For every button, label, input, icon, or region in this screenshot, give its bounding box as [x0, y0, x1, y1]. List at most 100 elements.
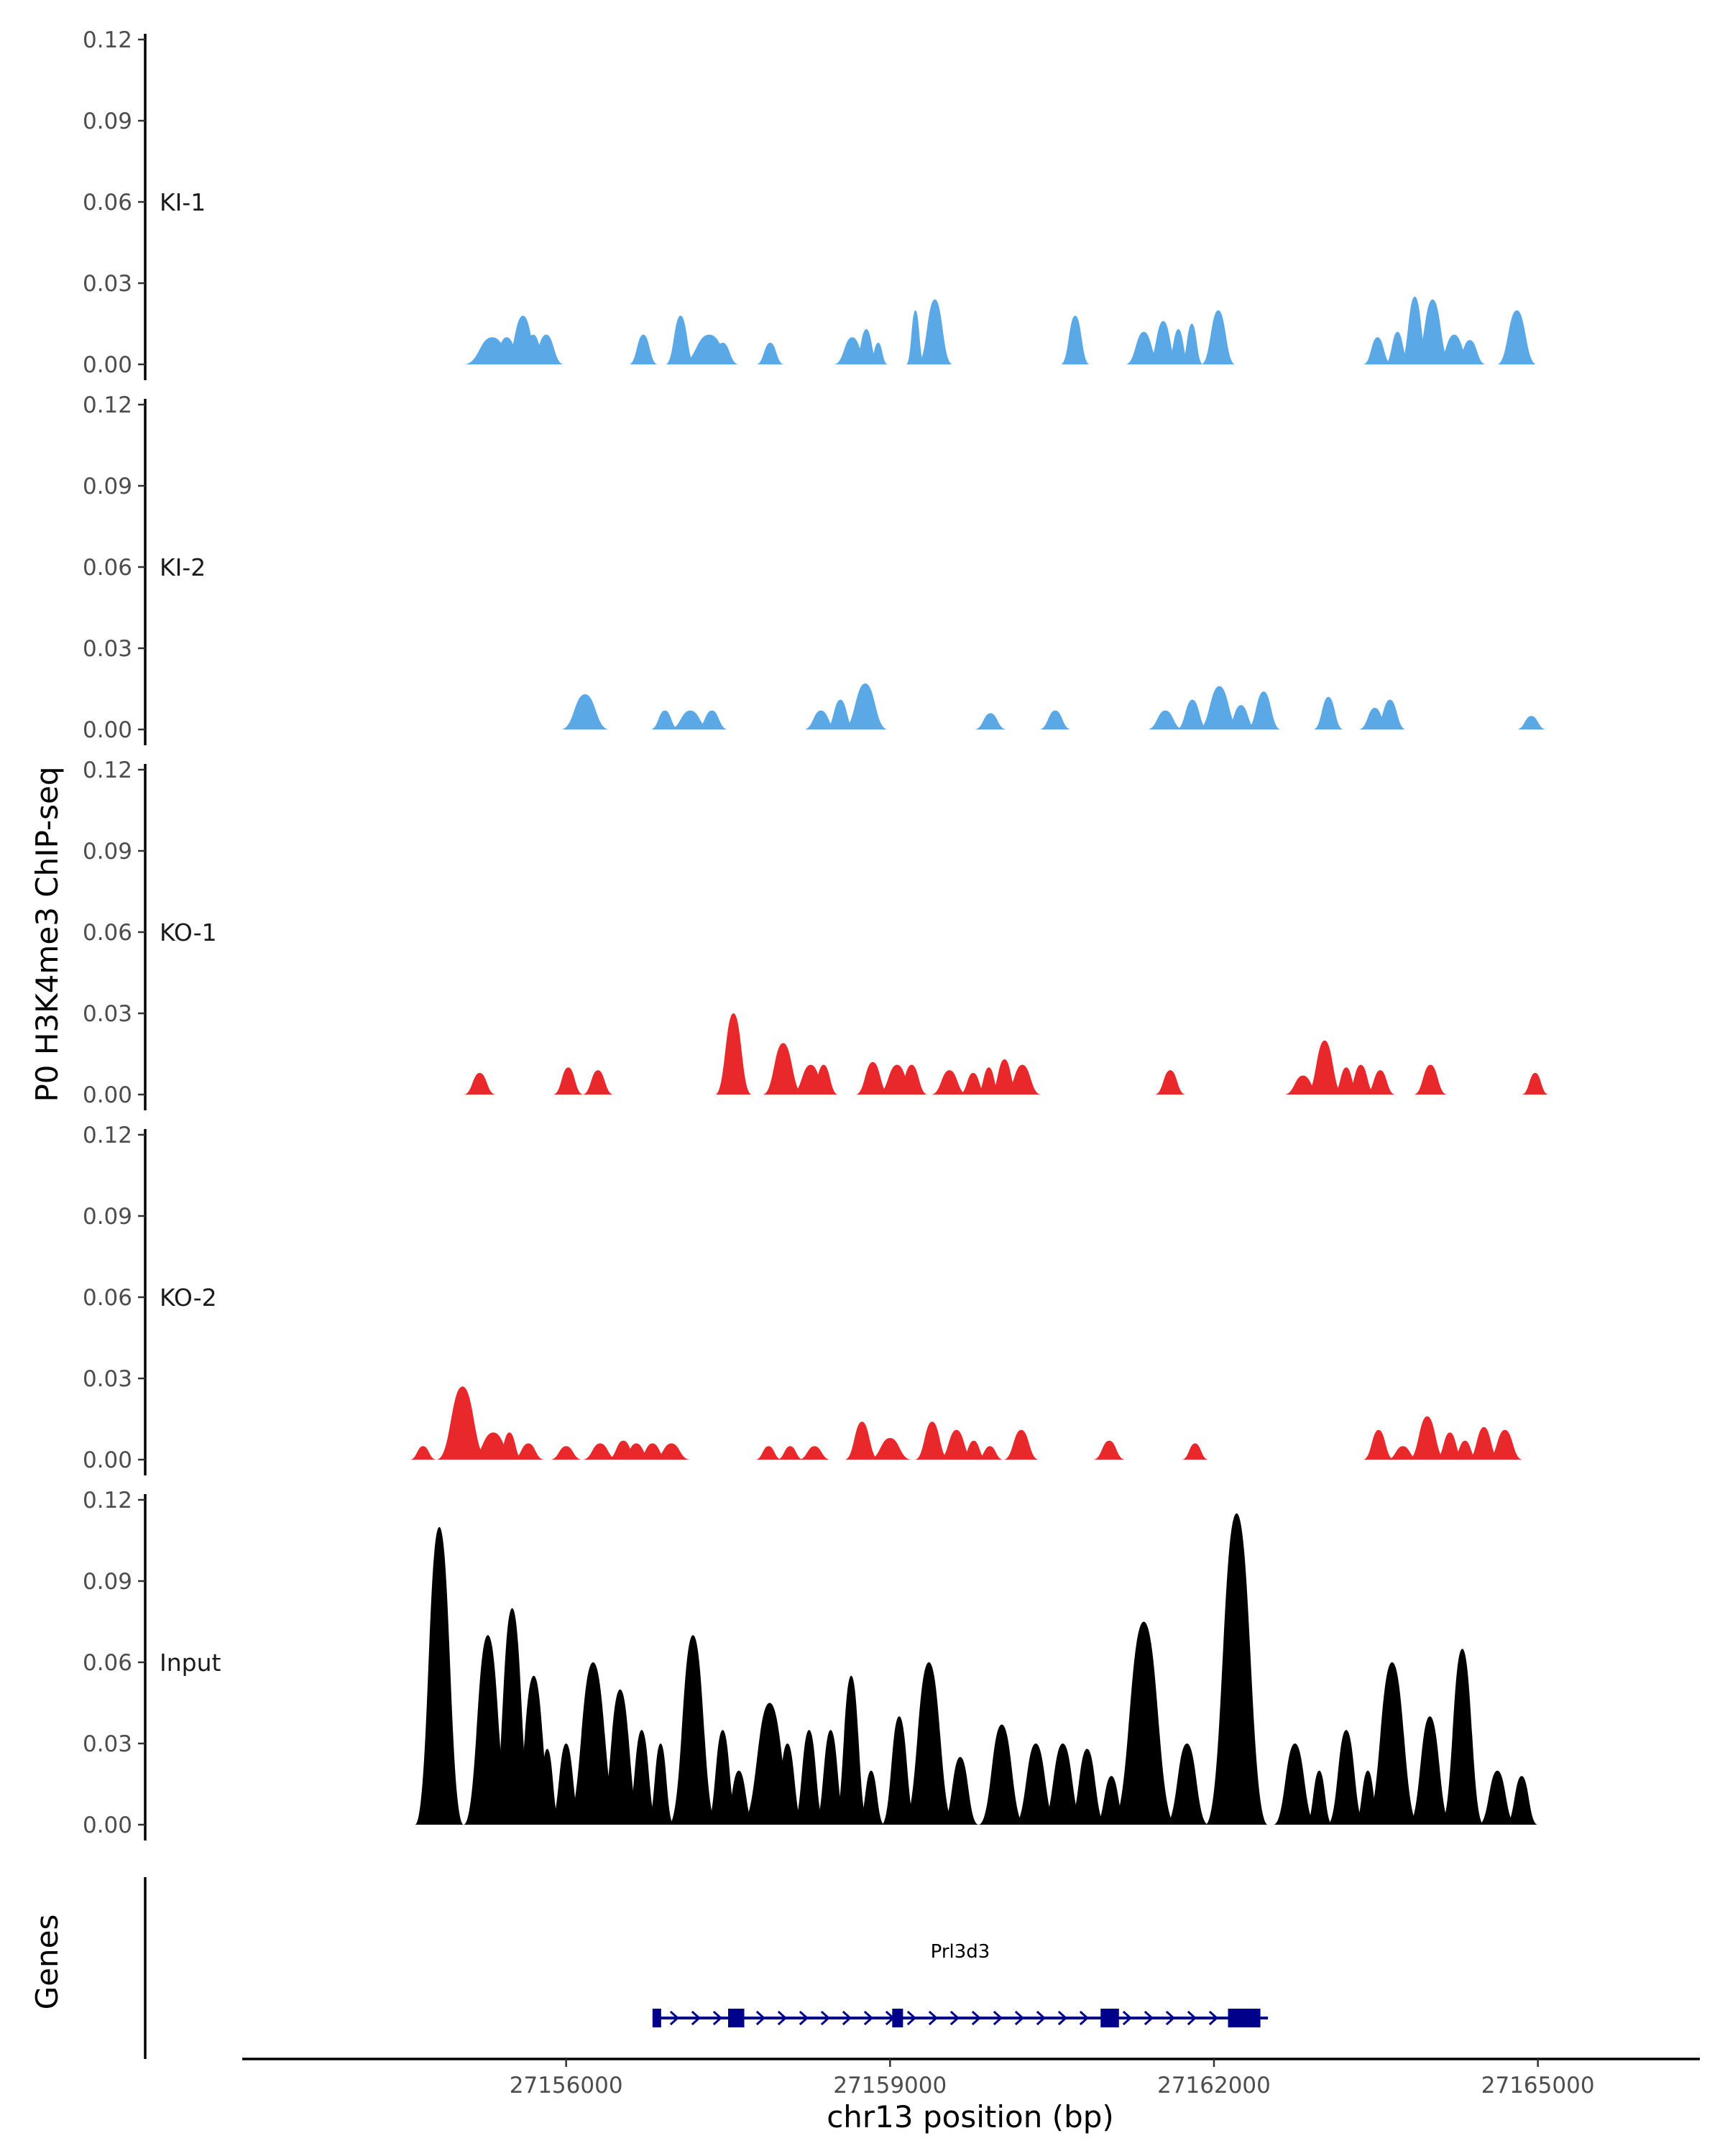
peak-ko-2-20 [1003, 1429, 1039, 1460]
peak-input-4 [533, 1749, 561, 1825]
coverage-tracks: 0.00 0.03 0.06 0.09 0.12 KI-1 0.00 0.03 0.06 0.09… [83, 27, 1549, 1841]
peak-ko-1-9 [895, 1064, 928, 1095]
strand-arrow [906, 2010, 917, 2026]
strand-arrow [799, 2010, 809, 2026]
peak-input-17 [834, 1675, 869, 1825]
peak-input-28 [1165, 1743, 1209, 1825]
peak-input-34 [1365, 1662, 1420, 1825]
peak-ko-1-11 [959, 1072, 988, 1095]
peak-input-6 [566, 1662, 620, 1825]
y-tick-label: 0.06 [83, 190, 132, 216]
y-tick-label: 0.06 [83, 555, 132, 581]
track-label-ki-1: KI-1 [160, 188, 206, 216]
peak-input-29 [1205, 1513, 1269, 1825]
gene-name-label: Prl3d3 [931, 1941, 990, 1963]
peak-ko-2-18 [960, 1440, 988, 1460]
peak-input-15 [793, 1730, 826, 1825]
peak-ko-2-12 [776, 1446, 804, 1460]
peak-ki-1-6 [665, 315, 696, 364]
strand-arrow [755, 2010, 766, 2026]
x-tick-label: 27156000 [510, 2073, 623, 2099]
strand-arrow [1187, 2010, 1197, 2026]
y-tick-label: 0.03 [83, 271, 132, 297]
peak-ko-2-11 [755, 1446, 783, 1460]
peak-ko-1-22 [1522, 1072, 1549, 1095]
peak-ko-1-0 [464, 1072, 496, 1095]
gene-track-title: Genes [29, 1915, 65, 2010]
peak-ko-2-10 [652, 1443, 691, 1460]
y-tick-label: 0.12 [83, 1123, 132, 1148]
track-input: 0.00 0.03 0.06 0.09 0.12 Input [83, 1488, 1538, 1841]
exon-2 [892, 2009, 903, 2027]
peak-input-23 [1014, 1743, 1058, 1825]
strand-arrow [712, 2010, 723, 2026]
peak-ko-2-1 [436, 1386, 489, 1460]
gene-track: Prl3d3 [144, 1877, 1269, 2059]
peak-input-35 [1408, 1716, 1452, 1825]
peak-input-31 [1305, 1770, 1333, 1825]
strand-arrow [691, 2010, 702, 2026]
peak-ko-2-27 [1451, 1440, 1478, 1460]
peak-ki-1-13 [906, 310, 925, 364]
peak-input-21 [942, 1756, 979, 1825]
strand-arrow [971, 2010, 982, 2026]
exon-1 [728, 2009, 745, 2027]
peak-ki-1-20 [1201, 310, 1236, 364]
strand-arrow [1057, 2010, 1068, 2026]
y-tick-label: 0.09 [83, 474, 132, 499]
track-ki-2: 0.00 0.03 0.06 0.09 0.12 KI-2 [83, 392, 1547, 745]
gene-prl3d3: Prl3d3 [652, 1941, 1269, 2027]
peak-ko-2-22 [1181, 1443, 1209, 1460]
peak-ki-2-14 [1313, 696, 1344, 729]
peak-input-27 [1111, 1621, 1177, 1825]
exon-4 [1228, 2009, 1261, 2027]
strand-arrow [863, 2010, 874, 2026]
strand-arrow [1122, 2010, 1133, 2026]
peak-ko-2-25 [1408, 1416, 1446, 1460]
peak-ko-1-14 [1003, 1064, 1041, 1095]
y-tick-label: 0.03 [83, 1366, 132, 1392]
peak-ki-1-21 [1363, 337, 1392, 364]
peak-input-14 [771, 1743, 804, 1825]
strand-arrow [1208, 2010, 1219, 2026]
peak-ko-1-15 [1154, 1070, 1186, 1095]
peak-ki-1-5 [628, 334, 658, 364]
y-tick-label: 0.06 [83, 1650, 132, 1676]
peak-ki-1-9 [756, 342, 785, 364]
y-tick-label: 0.09 [83, 1204, 132, 1230]
y-tick-label: 0.03 [83, 1731, 132, 1757]
peak-ki-2-5 [825, 699, 856, 729]
peak-input-24 [1041, 1743, 1085, 1825]
strand-arrow [842, 2010, 852, 2026]
track-label-ki-2: KI-2 [160, 553, 206, 581]
peak-input-36 [1440, 1649, 1484, 1825]
y-tick-label: 0.12 [83, 27, 132, 53]
peak-ki-1-27 [1496, 310, 1537, 364]
peak-input-30 [1273, 1743, 1317, 1825]
peak-ki-2-6 [842, 683, 888, 729]
peak-ki-2-9 [1146, 710, 1184, 729]
x-tick-label: 27162000 [1157, 2073, 1271, 2099]
peak-ki-2-0 [561, 694, 610, 729]
peak-input-20 [903, 1662, 955, 1825]
peak-ko-1-20 [1365, 1070, 1396, 1095]
peak-ki-2-8 [1039, 710, 1072, 729]
peak-ki-2-3 [695, 710, 728, 729]
peak-ko-2-19 [976, 1446, 1004, 1460]
peak-ko-2-6 [582, 1443, 618, 1460]
strand-arrow [669, 2010, 680, 2026]
peak-ko-2-0 [409, 1446, 437, 1460]
peak-ko-2-13 [798, 1446, 831, 1460]
peak-ko-2-14 [845, 1422, 880, 1460]
strand-arrow [1144, 2010, 1154, 2026]
y-axis-title: P0 H3K4me3 ChIP-seq [29, 766, 65, 1102]
peak-ki-2-4 [804, 710, 839, 729]
peak-input-8 [625, 1730, 658, 1825]
y-tick-label: 0.09 [83, 1569, 132, 1595]
peak-ko-1-10 [931, 1070, 968, 1095]
strand-arrow [949, 2010, 960, 2026]
strand-arrow [1014, 2010, 1025, 2026]
strand-arrow [1165, 2010, 1176, 2026]
peak-ko-2-28 [1468, 1427, 1501, 1460]
